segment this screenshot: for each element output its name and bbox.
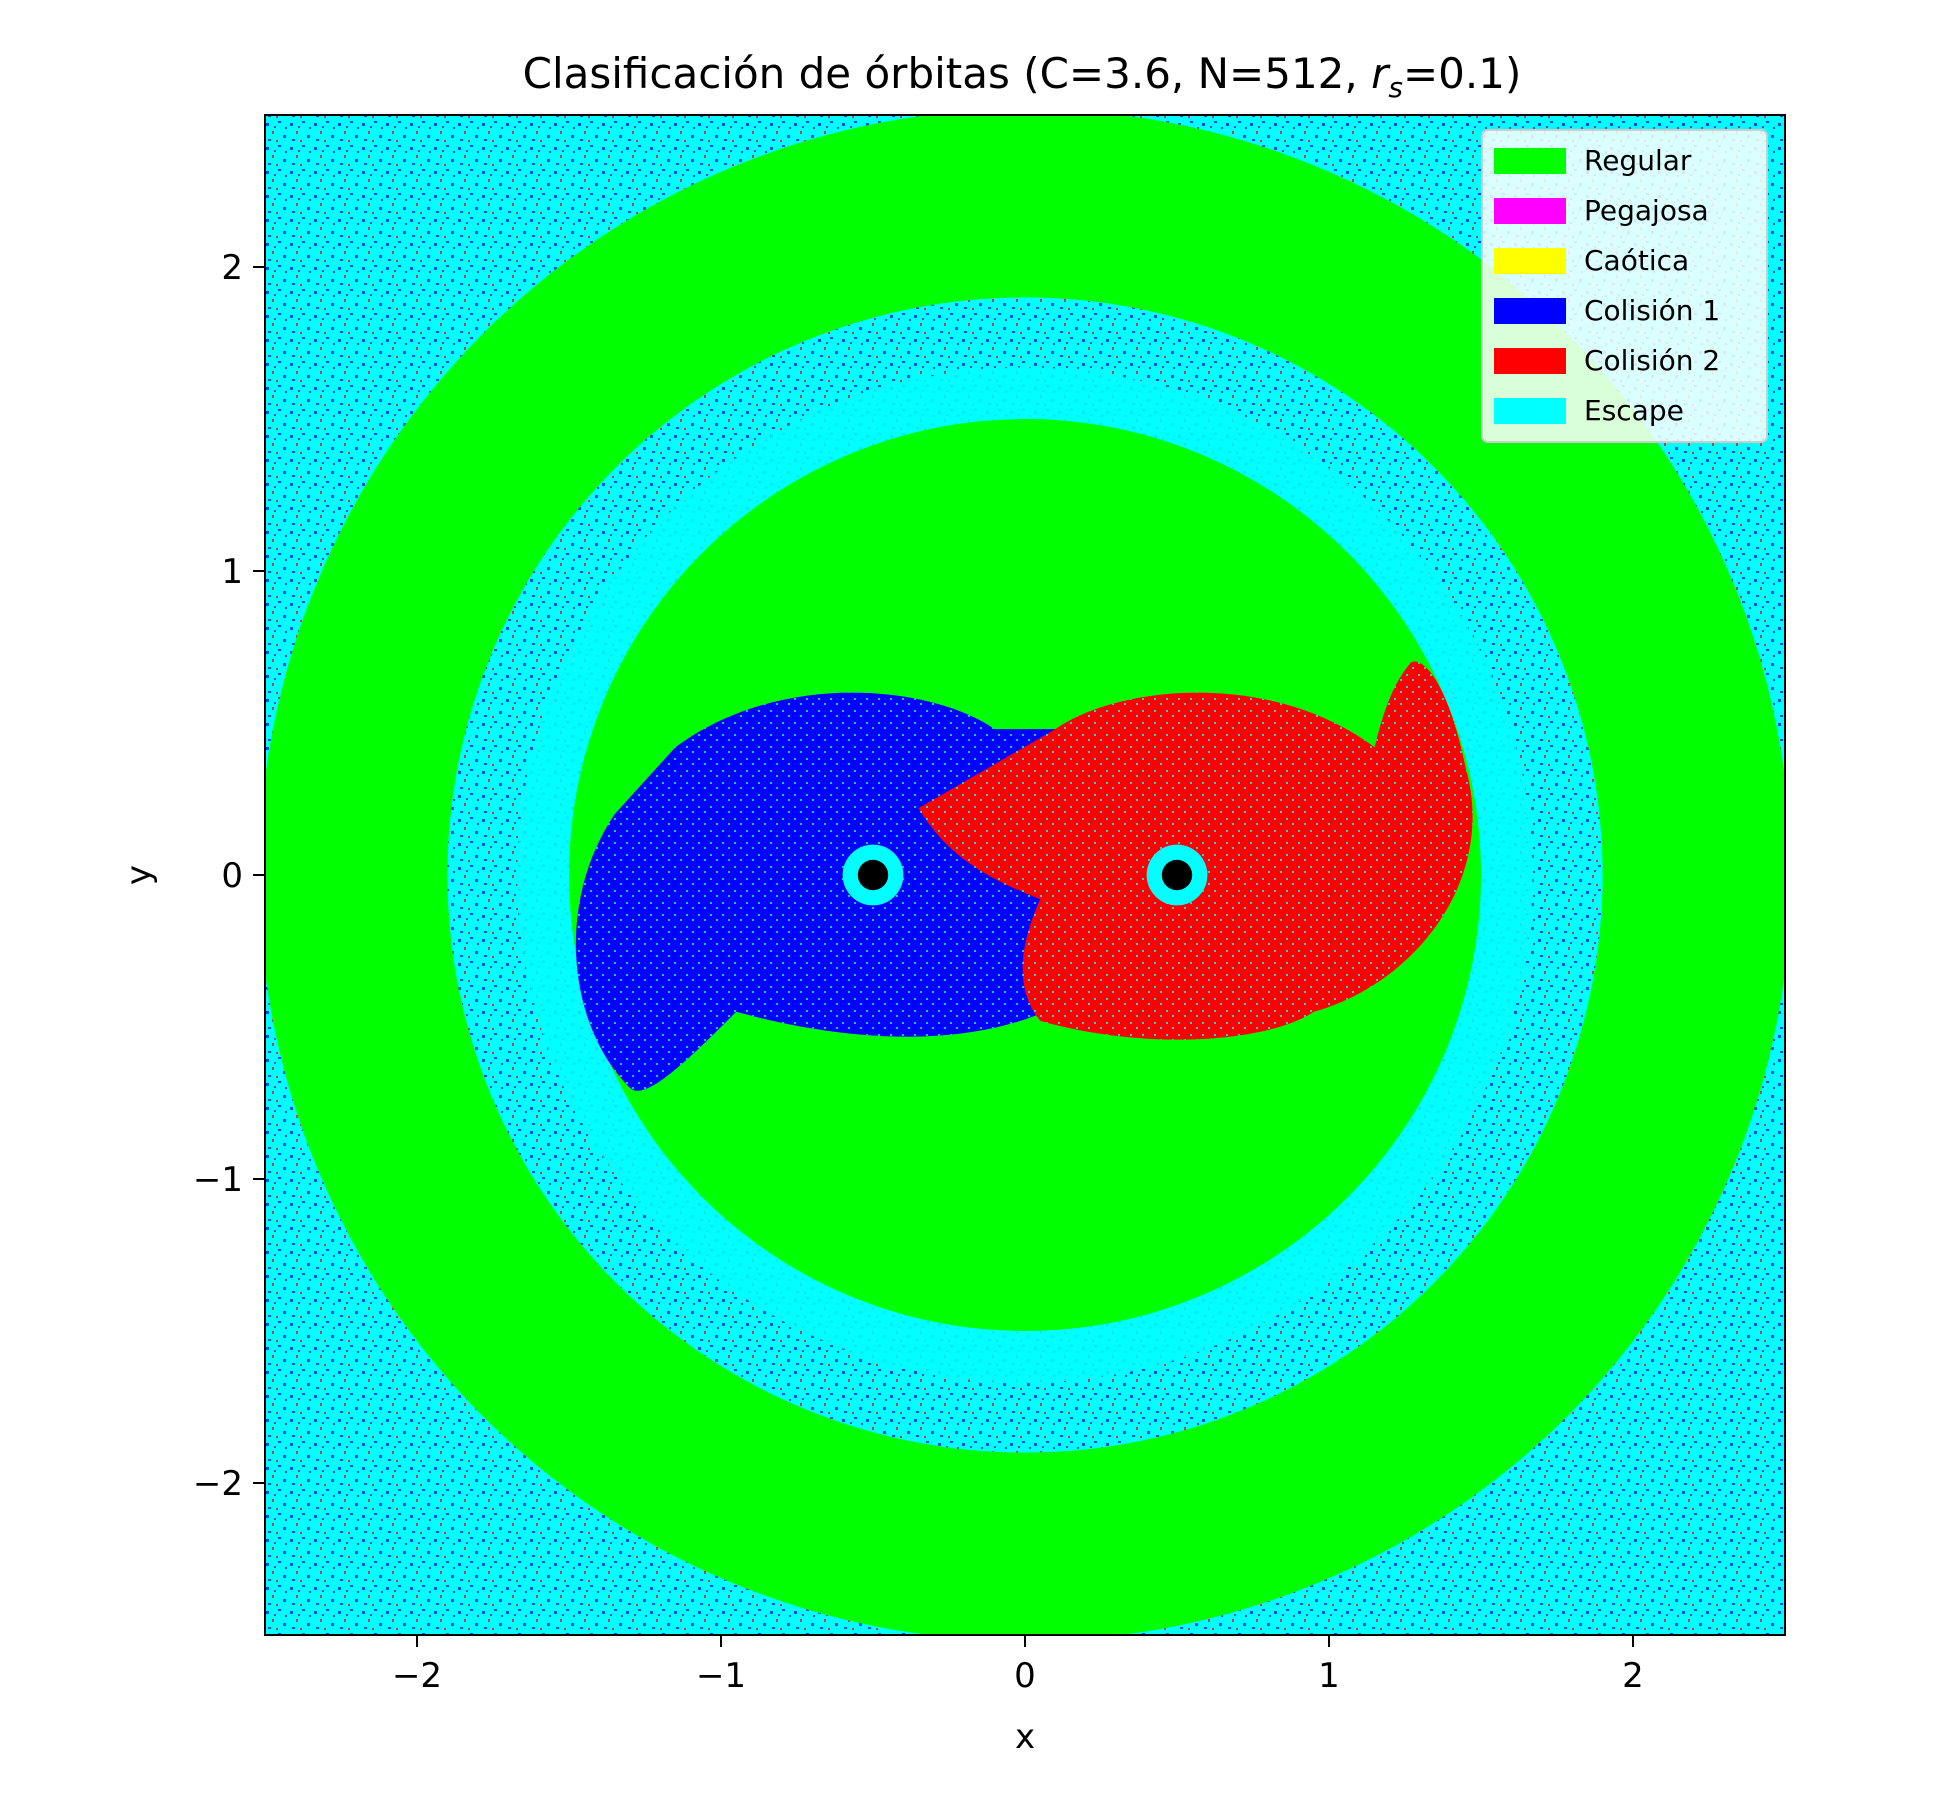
y-tick-label: −1 [193,1160,243,1200]
body-marker-2 [1161,859,1193,891]
legend-swatch [1494,248,1566,274]
collision-2-basin-texture [918,661,1473,1040]
y-tick-label: 2 [221,248,243,288]
legend-swatch [1494,198,1566,224]
legend: Regular Pegajosa Caótica Colisión 1 Colisión… [1481,129,1768,443]
legend-label: Colisión 1 [1584,294,1720,327]
y-tick-label: 0 [221,856,243,896]
legend-label: Regular [1584,144,1692,177]
legend-label: Caótica [1584,244,1689,277]
y-axis-label: y [119,865,159,885]
x-axis-label: x [1015,1717,1035,1757]
legend-swatch [1494,298,1566,324]
legend-label: Colisión 2 [1584,344,1720,377]
x-tick-label: 2 [1622,1656,1644,1696]
legend-swatch [1494,148,1566,174]
body-marker-1 [857,859,889,891]
chart-title: Clasificación de órbitas (C=3.6, N=512, … [523,49,1522,104]
legend-swatch [1494,348,1566,374]
legend-label: Escape [1584,394,1684,427]
x-tick-label: −1 [696,1656,746,1696]
y-tick-label: −2 [193,1464,243,1504]
legend-label: Pegajosa [1584,194,1709,227]
legend-swatch [1494,398,1566,424]
x-tick-label: 0 [1014,1656,1036,1696]
x-axis-ticks: −2 −1 0 1 2 [392,1635,1644,1696]
y-axis-ticks: 2 1 0 −1 −2 [193,248,265,1504]
x-tick-label: 1 [1318,1656,1340,1696]
y-tick-label: 1 [221,552,243,592]
x-tick-label: −2 [392,1656,442,1696]
